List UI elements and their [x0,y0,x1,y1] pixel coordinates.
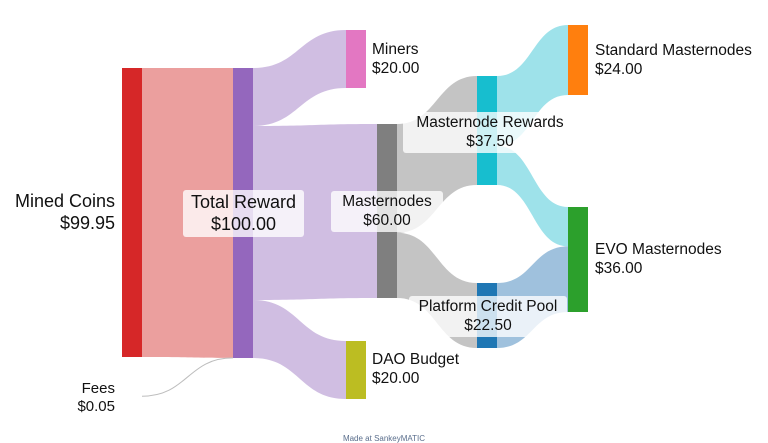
label-platform-credit-pool: Platform Credit Pool $22.50 [409,296,567,338]
node-evo [568,207,588,312]
label-fees: Fees $0.05 [77,380,115,415]
label-standard-masternodes: Standard Masternodes $24.00 [595,42,752,78]
flow-reward-to-miners [253,30,346,126]
node-mined [122,68,142,357]
footer-credit: Made at SankeyMATIC [342,434,426,443]
label-masternode-rewards: Masternode Rewards $37.50 [403,112,577,154]
label-miners: Miners $20.00 [372,41,420,77]
node-miners [346,30,366,88]
label-dao-budget: DAO Budget $20.00 [372,351,460,387]
label-mined-coins: Mined Coins $99.95 [14,191,115,233]
node-standard [568,25,588,95]
label-total-reward: Total Reward $100.00 [183,190,304,238]
label-evo-masternodes: EVO Masternodes $36.00 [595,241,722,277]
flow-reward-to-masternodes [253,124,377,300]
label-masternodes: Masternodes $60.00 [331,191,443,233]
flow-reward-to-dao [253,300,346,399]
flow-fees-to-reward [141,357,234,397]
node-dao [346,341,366,399]
flow-mn_rewards-to-evo [497,145,568,247]
